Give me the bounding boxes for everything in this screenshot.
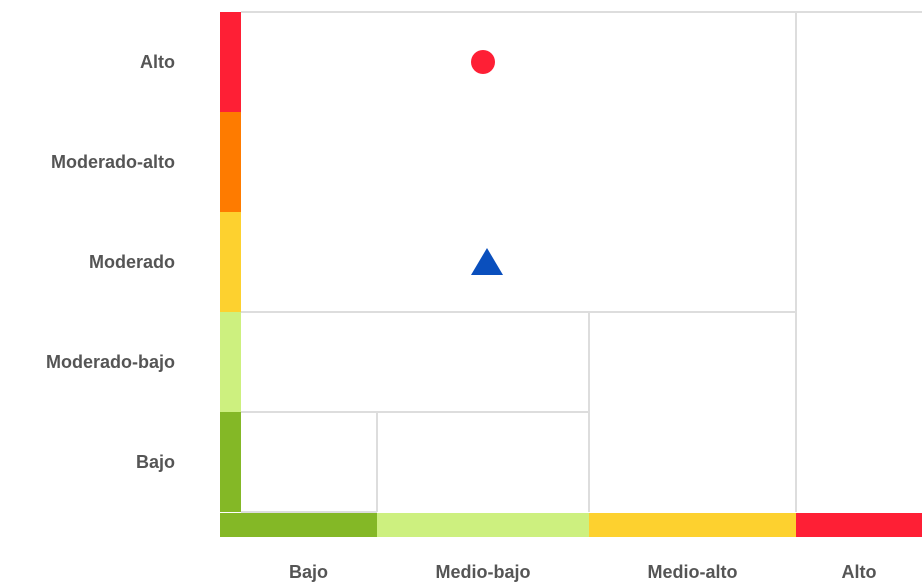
x-bar-alto	[796, 513, 922, 537]
matrix-grid	[241, 11, 922, 513]
y-bar-moderado-alto	[220, 112, 241, 212]
data-points	[471, 50, 503, 275]
y-bar-moderado	[220, 212, 241, 312]
y-axis-labels: Bajo Moderado-bajo Moderado Moderado-alto Al…	[46, 52, 175, 472]
y-tick-label: Moderado	[89, 252, 175, 272]
point-circle	[471, 50, 495, 74]
x-axis-labels: Bajo Medio-bajo Medio-alto Alto	[289, 562, 877, 582]
x-axis-color-bars	[220, 513, 922, 537]
point-triangle	[471, 248, 503, 275]
y-bar-bajo	[220, 412, 241, 512]
x-tick-label: Bajo	[289, 562, 328, 582]
y-axis-color-bars	[220, 12, 241, 512]
y-bar-moderado-bajo	[220, 312, 241, 412]
x-bar-medio-alto	[589, 513, 796, 537]
x-tick-label: Medio-bajo	[436, 562, 531, 582]
y-tick-label: Alto	[140, 52, 175, 72]
x-tick-label: Medio-alto	[648, 562, 738, 582]
x-bar-medio-bajo	[377, 513, 589, 537]
x-bar-bajo	[220, 513, 377, 537]
y-tick-label: Bajo	[136, 452, 175, 472]
x-tick-label: Alto	[842, 562, 877, 582]
y-bar-alto	[220, 12, 241, 112]
y-tick-label: Moderado-alto	[51, 152, 175, 172]
y-tick-label: Moderado-bajo	[46, 352, 175, 372]
